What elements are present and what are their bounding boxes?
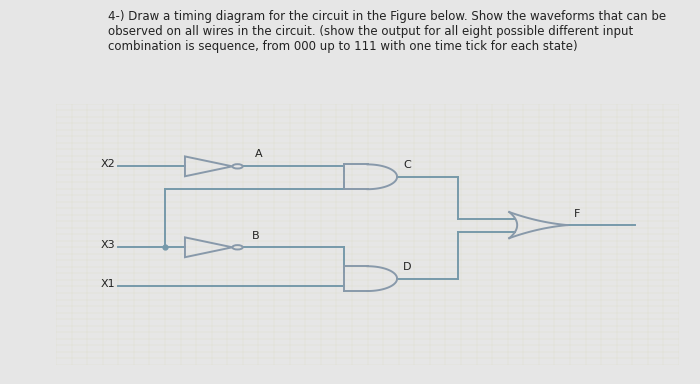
Text: combination is sequence, from 000 up to 111 with one time tick for each state): combination is sequence, from 000 up to … [108, 40, 578, 53]
Text: 4-) Draw a timing diagram for the circuit in the Figure below. Show the waveform: 4-) Draw a timing diagram for the circui… [108, 10, 666, 23]
Text: X2: X2 [100, 159, 116, 169]
Text: X1: X1 [101, 279, 116, 289]
Text: F: F [574, 209, 580, 218]
Text: D: D [403, 262, 412, 272]
Text: A: A [256, 149, 262, 159]
Text: observed on all wires in the circuit. (show the output for all eight possible di: observed on all wires in the circuit. (s… [108, 25, 634, 38]
Text: X3: X3 [101, 240, 116, 250]
Text: B: B [252, 231, 260, 241]
Text: C: C [403, 160, 411, 170]
